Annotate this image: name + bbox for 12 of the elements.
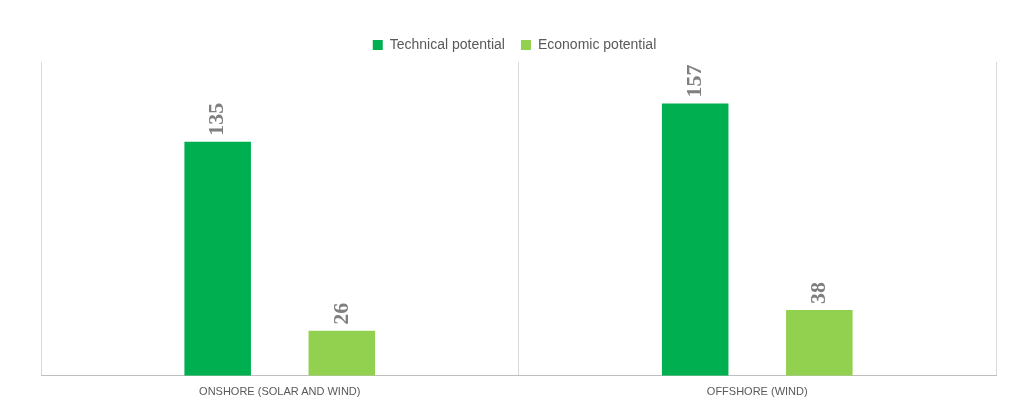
bar xyxy=(184,141,251,376)
legend-label: Technical potential xyxy=(389,35,505,52)
x-tick-label: OFFSHORE (WIND) xyxy=(706,385,808,398)
data-label: 157 xyxy=(680,64,706,98)
data-label: 38 xyxy=(805,281,831,304)
bar xyxy=(786,309,853,376)
data-label: 135 xyxy=(203,102,229,136)
bar xyxy=(308,330,376,376)
legend-label: Economic potential xyxy=(537,35,657,52)
x-tick-label: ONSHORE (SOLAR AND WIND) xyxy=(199,385,361,398)
data-label: 26 xyxy=(327,302,353,325)
bar xyxy=(661,103,729,376)
